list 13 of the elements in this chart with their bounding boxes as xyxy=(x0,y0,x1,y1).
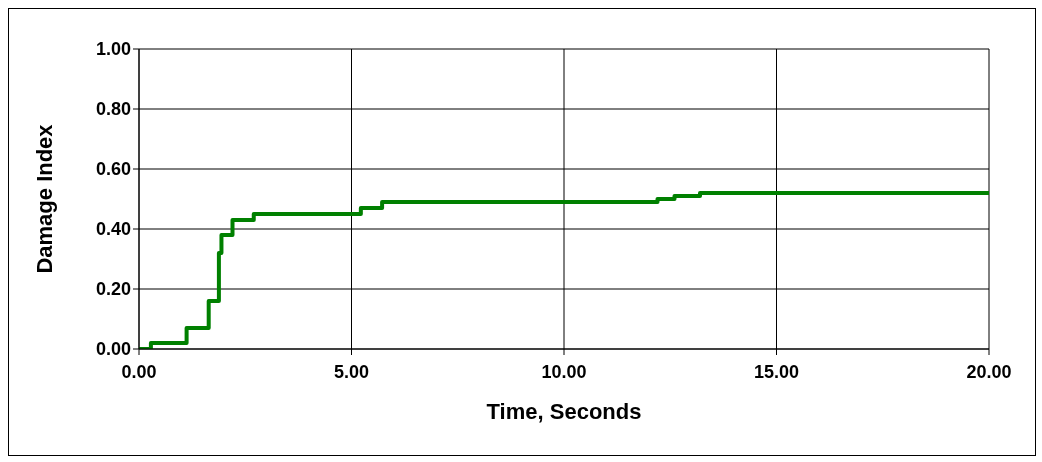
y-tick-label: 0.80 xyxy=(95,99,131,120)
y-tick-label: 1.00 xyxy=(95,39,131,60)
y-tick-label: 0.00 xyxy=(95,339,131,360)
y-tick-label: 0.40 xyxy=(95,219,131,240)
y-tick-label: 0.20 xyxy=(95,279,131,300)
x-axis-title: Time, Seconds xyxy=(486,399,642,424)
x-tick-label: 15.00 xyxy=(753,361,800,382)
x-tick-label: 10.00 xyxy=(541,361,587,382)
x-tick-label: 20.00 xyxy=(966,361,1012,382)
x-tick-label: 5.00 xyxy=(333,361,370,382)
y-axis-title: Damage Index xyxy=(31,123,57,274)
x-tick-label: 0.00 xyxy=(121,361,157,382)
y-tick-label: 0.60 xyxy=(95,159,131,180)
